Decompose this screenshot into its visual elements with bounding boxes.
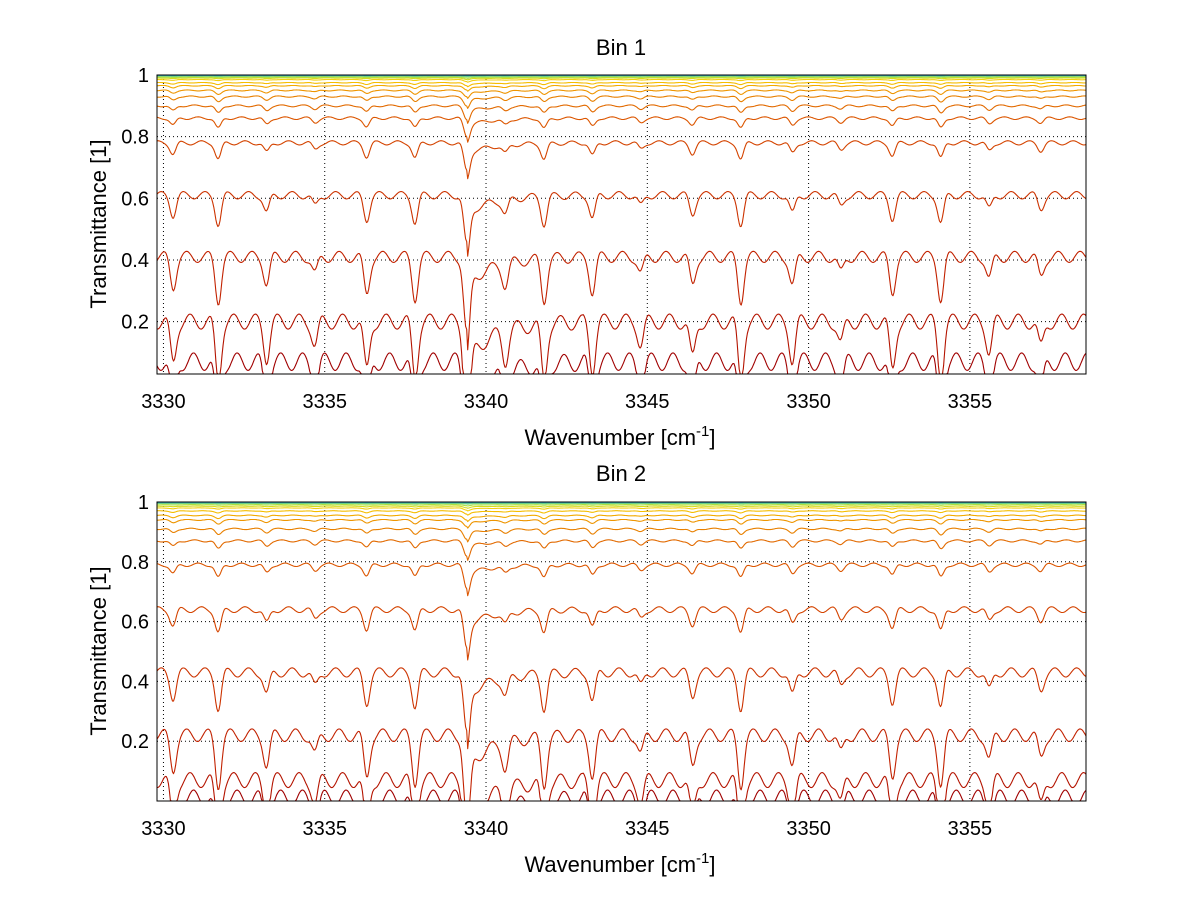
- y-tick-label: 0.6: [121, 188, 149, 210]
- series-line-8: [157, 95, 1087, 109]
- series-line-2: [156, 313, 1087, 375]
- x-tick-label: 3330: [141, 391, 186, 413]
- axes-frame: [156, 501, 1087, 802]
- x-axis-label: Wavenumber [cm-1]: [524, 850, 715, 877]
- chart-title: Bin 1: [596, 35, 646, 60]
- x-axis-label-superscript: -1: [696, 850, 709, 867]
- series-line-13: [157, 77, 1086, 81]
- axes-frame: [156, 74, 1087, 375]
- series-line-2: [156, 772, 1087, 802]
- x-tick-label: 3340: [464, 818, 509, 840]
- x-tick-label: 3330: [141, 818, 186, 840]
- series-line-9: [156, 518, 1087, 529]
- x-tick-label: 3335: [302, 818, 347, 840]
- series-line-7: [156, 539, 1087, 561]
- x-axis-label-text: Wavenumber [cm: [524, 852, 696, 877]
- series-line-11: [156, 510, 1086, 516]
- x-tick-label: 3355: [948, 391, 993, 413]
- series-line-8: [157, 527, 1086, 543]
- chart-title: Bin 2: [596, 461, 646, 486]
- y-tick-labels: 0.2 0.4 0.6 0.8 1: [121, 492, 149, 753]
- y-tick-labels: 0.2 0.4 0.6 0.8 1: [121, 65, 149, 334]
- x-axis-label-suffix: ]: [709, 425, 715, 450]
- series-line-5: [156, 606, 1087, 661]
- series-line-3: [156, 728, 1087, 802]
- panel-bin-1: 3330 3335 3340 3345 3350 3355 0.2 0.4 0.6 0.8 1 B…: [86, 35, 1087, 450]
- series-line-10: [156, 514, 1087, 523]
- series-line-5: [156, 140, 1087, 180]
- x-axis-label-suffix: ]: [709, 852, 715, 877]
- y-tick-label: 0.4: [121, 250, 149, 272]
- y-tick-label: 0.2: [121, 312, 149, 334]
- y-tick-label: 0.6: [121, 612, 149, 634]
- series-line-7: [156, 104, 1087, 124]
- plot-area: [156, 74, 1087, 375]
- x-axis-label: Wavenumber [cm-1]: [524, 423, 715, 450]
- x-tick-labels: 3330 3335 3340 3345 3350 3355: [141, 391, 992, 413]
- y-axis-label: Transmittance [1]: [86, 566, 111, 735]
- series-line-3: [156, 250, 1087, 351]
- y-tick-label: 0.4: [121, 671, 149, 693]
- x-tick-label: 3350: [786, 818, 831, 840]
- series-line-10: [156, 84, 1086, 92]
- series-line-6: [156, 562, 1087, 597]
- panel-bin-2: 3330 3335 3340 3345 3350 3355 0.2 0.4 0.6 0.8 1 B…: [86, 461, 1087, 877]
- series-line-15: [157, 502, 1086, 505]
- y-tick-label: 0.8: [121, 127, 149, 149]
- series-line-14: [156, 504, 1086, 507]
- y-tick-label: 0.2: [121, 731, 149, 753]
- y-tick-label: 1: [138, 65, 149, 87]
- series-line-9: [156, 89, 1087, 99]
- y-tick-label: 1: [138, 492, 149, 514]
- x-tick-label: 3345: [625, 391, 670, 413]
- y-axis-label: Transmittance [1]: [86, 139, 111, 308]
- x-tick-label: 3355: [948, 818, 993, 840]
- x-tick-label: 3350: [786, 391, 831, 413]
- series-line-4: [156, 190, 1087, 257]
- x-tick-label: 3335: [302, 391, 347, 413]
- series-line-6: [156, 116, 1087, 143]
- x-axis-label-superscript: -1: [696, 423, 709, 440]
- series-line-12: [157, 78, 1086, 83]
- series-line-14: [157, 76, 1086, 79]
- plot-area: [156, 501, 1087, 802]
- series-line-4: [156, 667, 1087, 750]
- x-tick-label: 3345: [625, 818, 670, 840]
- y-tick-label: 0.8: [121, 552, 149, 574]
- x-tick-label: 3340: [464, 391, 509, 413]
- x-tick-labels: 3330 3335 3340 3345 3350 3355: [141, 818, 992, 840]
- x-axis-label-text: Wavenumber [cm: [524, 425, 696, 450]
- series-line-12: [156, 507, 1087, 512]
- series-line-15: [157, 75, 1086, 78]
- series-line-11: [157, 81, 1086, 88]
- series-line-13: [157, 505, 1086, 509]
